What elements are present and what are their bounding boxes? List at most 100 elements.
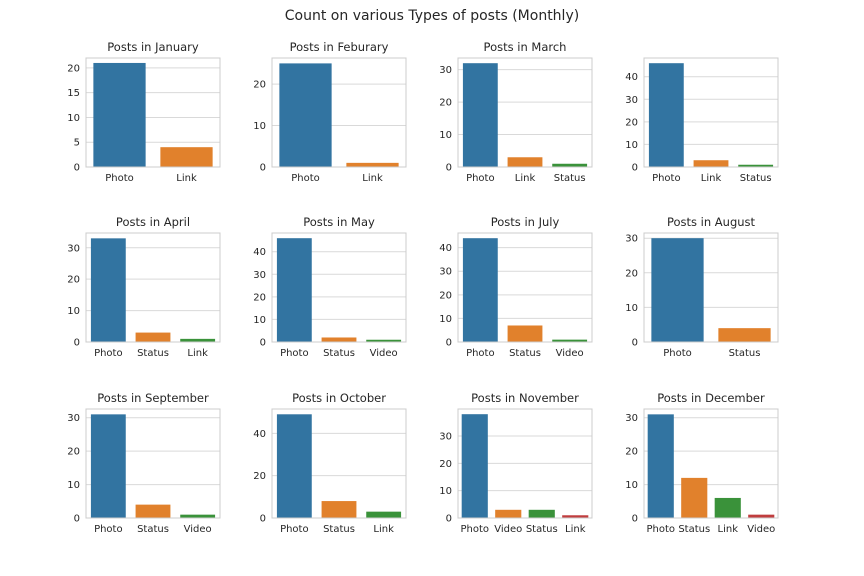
y-tick-label: 0: [446, 338, 452, 349]
y-tick-label: 0: [632, 338, 638, 349]
bar-status: [681, 477, 708, 518]
x-tick-label: Video: [494, 524, 522, 535]
axes-frame: [271, 408, 407, 519]
x-tick-label: Link: [362, 173, 383, 184]
x-tick-label: Photo: [94, 348, 123, 359]
bar-photo: [90, 414, 126, 518]
subplot-title: Posts in April: [116, 215, 190, 229]
y-tick-label: 0: [74, 163, 80, 174]
subplot-9: 0 10 20 30 Photo Status Video Posts in Septembe…: [67, 391, 221, 535]
axes-frame: [271, 57, 407, 168]
y-tick-label: 10: [67, 306, 80, 317]
bar-photo: [276, 414, 312, 518]
y-tick-label: 30: [439, 432, 452, 443]
x-tick-label: Video: [370, 348, 398, 359]
y-tick-label: 30: [253, 270, 266, 281]
bar-status: [718, 328, 771, 342]
bar-photo: [462, 238, 498, 342]
axes-frame: [271, 232, 407, 343]
y-tick-label: 5: [74, 138, 80, 149]
y-tick-label: 40: [625, 72, 638, 83]
bar-photo: [462, 63, 498, 167]
x-tick-label: Photo: [652, 173, 681, 184]
x-tick-label: Video: [747, 524, 775, 535]
subplot-7: 0 10 20 30 40 Photo Status Video Posts in July: [439, 215, 593, 359]
axes-frame: [457, 408, 593, 519]
subplot-2: 0 10 20 Photo Link Posts in Feburary: [253, 40, 407, 184]
y-tick-label: 20: [253, 80, 266, 91]
x-tick-label: Photo: [466, 173, 495, 184]
y-tick-label: 30: [439, 65, 452, 76]
x-tick-label: Status: [509, 348, 541, 359]
bar-photo: [93, 62, 146, 167]
x-tick-label: Photo: [646, 524, 675, 535]
y-tick-label: 10: [625, 140, 638, 151]
subplot-title: Posts in July: [491, 215, 560, 229]
subplot-4: 0 10 20 30 40 Photo Link Status: [625, 57, 779, 184]
bar-video: [180, 514, 216, 518]
x-tick-label: Photo: [466, 348, 495, 359]
x-tick-label: Status: [323, 348, 355, 359]
subplot-title: Posts in Feburary: [290, 40, 389, 54]
y-tick-label: 20: [439, 290, 452, 301]
y-tick-label: 20: [253, 471, 266, 482]
bar-link: [366, 511, 402, 518]
y-tick-label: 20: [625, 117, 638, 128]
x-tick-label: Photo: [291, 173, 320, 184]
subplot-title: Posts in May: [303, 215, 375, 229]
subplot-5: 0 10 20 30 Photo Status Link Posts in April: [67, 215, 221, 359]
bar-photo: [651, 238, 704, 342]
y-tick-label: 0: [260, 338, 266, 349]
axes-frame: [643, 408, 779, 519]
subplot-title: Posts in October: [292, 391, 386, 405]
y-tick-label: 10: [67, 480, 80, 491]
bar-photo: [647, 414, 674, 518]
subplot-title: Posts in January: [107, 40, 199, 54]
x-tick-label: Photo: [105, 173, 134, 184]
bar-status: [135, 332, 171, 342]
x-tick-label: Link: [187, 348, 208, 359]
y-tick-label: 10: [625, 303, 638, 314]
y-tick-label: 40: [253, 247, 266, 258]
bar-video: [495, 509, 522, 518]
bar-link: [693, 160, 729, 167]
subplot-title: Posts in March: [484, 40, 567, 54]
y-tick-label: 0: [74, 514, 80, 525]
x-tick-label: Link: [718, 524, 739, 535]
y-tick-label: 30: [625, 234, 638, 245]
subplot-11: 0 10 20 30 Photo Video Status Link Posts in Nove…: [439, 391, 593, 535]
bar-photo: [648, 63, 684, 167]
x-tick-label: Link: [176, 173, 197, 184]
x-tick-label: Status: [678, 524, 710, 535]
y-tick-label: 20: [625, 268, 638, 279]
chart-suptitle: Count on various Types of posts (Monthly…: [284, 8, 580, 24]
x-tick-label: Status: [137, 524, 169, 535]
axes-frame: [643, 57, 779, 168]
bar-status: [321, 337, 357, 342]
y-tick-label: 10: [439, 130, 452, 141]
bar-status: [738, 164, 774, 167]
subplot-10: 0 20 40 Photo Status Link Posts in October: [253, 391, 407, 535]
x-tick-label: Link: [701, 173, 722, 184]
y-tick-label: 20: [67, 63, 80, 74]
y-tick-label: 30: [67, 243, 80, 254]
bar-link: [346, 162, 399, 167]
bar-photo: [90, 238, 126, 342]
bar-status: [552, 163, 588, 167]
subplot-6: 0 10 20 30 40 Photo Status Video Posts in May: [253, 215, 407, 359]
y-tick-label: 0: [446, 514, 452, 525]
axes-frame: [85, 408, 221, 519]
y-tick-label: 0: [74, 338, 80, 349]
y-tick-label: 10: [439, 486, 452, 497]
bar-video: [748, 514, 775, 518]
x-tick-label: Photo: [663, 348, 692, 359]
bar-status: [135, 504, 171, 518]
bar-link: [507, 157, 543, 167]
y-tick-label: 20: [67, 275, 80, 286]
x-tick-label: Link: [565, 524, 586, 535]
bar-link: [160, 147, 213, 167]
bar-status: [321, 501, 357, 518]
bar-photo: [276, 238, 312, 342]
